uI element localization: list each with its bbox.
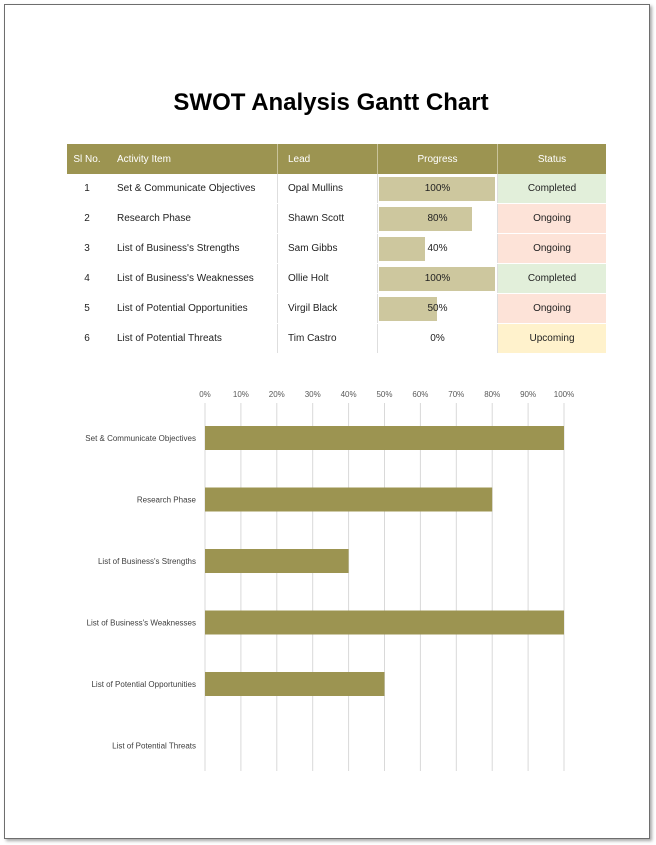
row-activity: Set & Communicate Objectives: [107, 174, 278, 204]
table-row: 6 List of Potential Threats Tim Castro 0% Up…: [67, 323, 606, 354]
row-lead: Sam Gibbs: [277, 233, 378, 264]
row-activity: List of Potential Opportunities: [107, 293, 278, 324]
row-lead: Opal Mullins: [277, 174, 378, 204]
row-activity: List of Business's Weaknesses: [107, 263, 278, 294]
x-tick-label: 60%: [412, 390, 428, 399]
status-badge: Ongoing: [497, 233, 606, 264]
row-number: 1: [67, 174, 107, 204]
gantt-bar: [205, 426, 564, 450]
x-tick-label: 20%: [269, 390, 285, 399]
header-lead: Lead: [277, 144, 378, 174]
header-progress: Progress: [377, 144, 498, 174]
x-tick-label: 10%: [233, 390, 249, 399]
x-tick-label: 70%: [448, 390, 464, 399]
gantt-bar: [205, 610, 564, 635]
x-tick-label: 80%: [484, 390, 500, 399]
y-category-label: Set & Communicate Objectives: [85, 434, 196, 443]
row-activity: List of Potential Threats: [107, 323, 278, 354]
x-tick-label: 40%: [341, 390, 357, 399]
row-progress: 50%: [377, 293, 498, 324]
row-activity: List of Business's Strengths: [107, 233, 278, 264]
progress-bar: [379, 237, 426, 261]
row-progress: 100%: [377, 263, 498, 294]
row-progress: 100%: [377, 174, 498, 204]
table-header-row: Sl No. Activity Item Lead Progress Statu…: [67, 144, 606, 174]
row-lead: Ollie Holt: [277, 263, 378, 294]
row-activity: Research Phase: [107, 203, 278, 234]
row-number: 4: [67, 263, 107, 294]
gantt-bar: [205, 549, 349, 573]
gantt-chart: 0% 10% 20% 30% 40% 50% 60% 70% 80% 90% 100% Set & C…: [85, 390, 574, 771]
x-tick-label: 100%: [554, 390, 574, 399]
progress-label: 100%: [424, 273, 451, 284]
row-progress: 80%: [377, 203, 498, 234]
progress-bar: [379, 267, 495, 291]
progress-bar: [379, 177, 495, 201]
row-number: 5: [67, 293, 107, 324]
x-tick-label: 30%: [305, 390, 321, 399]
row-number: 2: [67, 203, 107, 234]
y-category-label: List of Business's Weaknesses: [87, 619, 196, 628]
activity-table: Sl No. Activity Item Lead Progress Statu…: [67, 144, 606, 354]
table-row: 3 List of Business's Strengths Sam Gibbs 40…: [67, 233, 606, 264]
status-badge: Completed: [497, 263, 606, 294]
progress-label: 100%: [424, 183, 451, 194]
table-row: 2 Research Phase Shawn Scott 80% Ongoing: [67, 203, 606, 234]
row-number: 6: [67, 323, 107, 354]
row-lead: Virgil Black: [277, 293, 378, 324]
gantt-bar: [205, 672, 385, 696]
progress-label: 50%: [427, 303, 448, 314]
progress-label: 40%: [427, 243, 448, 254]
y-category-label: Research Phase: [137, 496, 197, 505]
header-sl-no: Sl No.: [67, 144, 107, 174]
sheet-page: SWOT Analysis Gantt Chart Sl No. Activit…: [4, 4, 650, 839]
y-category-label: List of Business's Strengths: [98, 557, 196, 566]
status-badge: Ongoing: [497, 203, 606, 234]
x-tick-label: 90%: [520, 390, 536, 399]
row-progress: 40%: [377, 233, 498, 264]
header-activity: Activity Item: [107, 144, 278, 174]
row-number: 3: [67, 233, 107, 264]
table-row: 4 List of Business's Weaknesses Ollie Holt…: [67, 263, 606, 294]
table-row: 5 List of Potential Opportunities Virgil B…: [67, 293, 606, 324]
x-tick-label: 50%: [376, 390, 392, 399]
gantt-bar: [205, 487, 493, 512]
header-status: Status: [497, 144, 606, 174]
table-row: 1 Set & Communicate Objectives Opal Mullin…: [67, 174, 606, 204]
x-tick-label: 0%: [199, 390, 211, 399]
status-badge: Upcoming: [497, 323, 606, 354]
progress-bar: [379, 207, 472, 231]
progress-bar: [379, 297, 437, 321]
row-progress: 0%: [377, 323, 498, 354]
y-category-label: List of Potential Threats: [112, 742, 196, 751]
status-badge: Completed: [497, 174, 606, 204]
y-category-label: List of Potential Opportunities: [91, 680, 196, 689]
row-lead: Shawn Scott: [277, 203, 378, 234]
page-title: SWOT Analysis Gantt Chart: [173, 89, 489, 116]
progress-label: 80%: [427, 213, 448, 224]
status-badge: Ongoing: [497, 293, 606, 324]
row-lead: Tim Castro: [277, 323, 378, 354]
progress-label: 0%: [430, 333, 445, 344]
